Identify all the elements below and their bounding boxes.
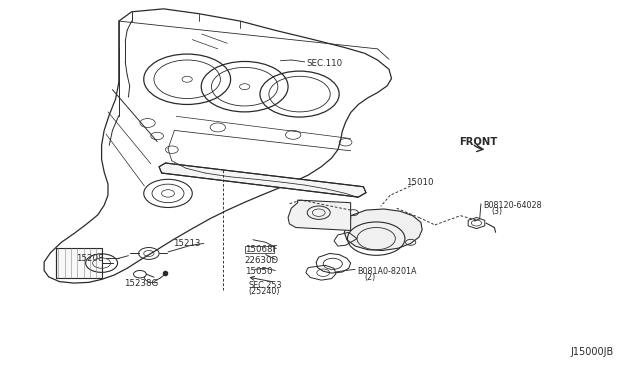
Text: SEC.253: SEC.253 (248, 281, 282, 290)
Text: J15000JB: J15000JB (570, 347, 614, 357)
Text: B08120-64028: B08120-64028 (483, 201, 541, 210)
Text: B081A0-8201A: B081A0-8201A (357, 267, 417, 276)
Polygon shape (288, 200, 351, 231)
Text: SEC.110: SEC.110 (306, 59, 342, 68)
Text: 15213: 15213 (173, 239, 200, 248)
Polygon shape (344, 209, 422, 250)
Text: (2): (2) (365, 273, 376, 282)
Text: (25240): (25240) (248, 288, 280, 296)
Text: (3): (3) (491, 208, 502, 217)
Text: 15208: 15208 (76, 254, 104, 263)
Text: 15238G: 15238G (124, 279, 158, 288)
Text: 22630D: 22630D (244, 256, 279, 265)
Text: FRONT: FRONT (460, 137, 497, 147)
Text: 15050: 15050 (244, 267, 272, 276)
Text: 15010: 15010 (406, 178, 433, 187)
Polygon shape (159, 163, 366, 197)
Text: 15068F: 15068F (244, 244, 277, 253)
Polygon shape (56, 248, 102, 278)
